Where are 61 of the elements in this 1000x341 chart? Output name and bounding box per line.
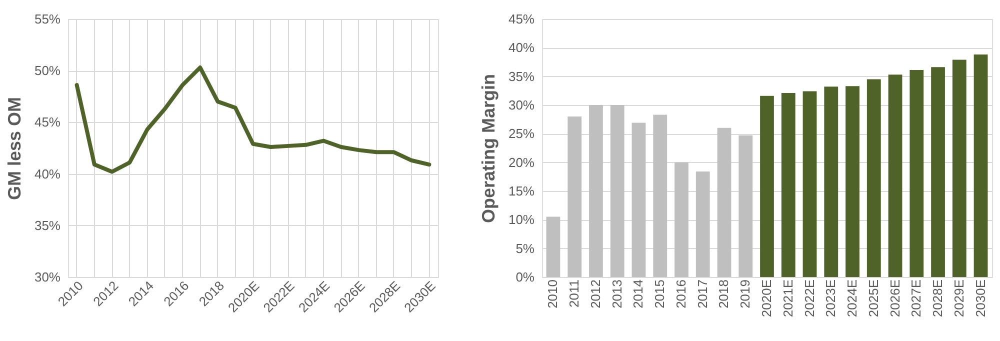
bar bbox=[589, 105, 603, 277]
y-axis-title: GM less OM bbox=[4, 96, 24, 200]
bar bbox=[910, 70, 924, 277]
x-tick-label: 2017 bbox=[694, 280, 710, 308]
bar bbox=[717, 128, 732, 277]
x-tick-label: 2023E bbox=[823, 279, 838, 318]
y-tick-label: 40% bbox=[508, 40, 535, 56]
x-tick-label: 2028E bbox=[930, 279, 946, 318]
x-tick-label: 2013 bbox=[609, 280, 624, 308]
bar bbox=[931, 67, 945, 277]
y-tick-label: 50% bbox=[34, 63, 61, 78]
y-tick-label: 35% bbox=[508, 68, 535, 84]
bar bbox=[974, 54, 988, 277]
y-tick-label: 30% bbox=[34, 270, 61, 284]
bar bbox=[568, 116, 582, 277]
y-tick-label: 55% bbox=[34, 12, 61, 26]
bar bbox=[888, 74, 902, 277]
bar bbox=[653, 114, 668, 277]
y-tick-label: 40% bbox=[34, 166, 61, 182]
y-tick-label: 0% bbox=[516, 270, 535, 284]
x-tick-label: 2021E bbox=[780, 279, 796, 318]
y-tick-label: 15% bbox=[508, 184, 535, 198]
x-tick-label: 2015 bbox=[652, 280, 668, 308]
x-tick-label: 2018 bbox=[716, 280, 732, 308]
x-tick-label: 2025E bbox=[866, 279, 881, 318]
x-tick-label: 2027E bbox=[908, 279, 924, 318]
bar bbox=[952, 60, 966, 277]
x-tick-label: 2026E bbox=[887, 279, 902, 318]
x-tick-label: 2020E bbox=[759, 279, 774, 318]
x-tick-label: 2012 bbox=[588, 280, 603, 308]
bar bbox=[781, 92, 796, 277]
bar bbox=[610, 105, 624, 277]
y-tick-label: 10% bbox=[508, 212, 535, 228]
y-tick-label: 30% bbox=[508, 98, 535, 112]
y-tick-label: 5% bbox=[516, 240, 535, 256]
y-tick-label: 45% bbox=[508, 12, 535, 26]
x-tick-label: 2029E bbox=[951, 279, 966, 318]
y-tick-label: 25% bbox=[508, 126, 535, 142]
x-tick-label: 2030E bbox=[972, 279, 988, 318]
x-tick-label: 2024E bbox=[844, 279, 860, 318]
bar bbox=[738, 135, 753, 277]
y-tick-label: 35% bbox=[34, 218, 61, 233]
x-tick-label: 2011 bbox=[566, 280, 582, 308]
bar bbox=[866, 79, 881, 277]
line-series bbox=[74, 66, 432, 174]
bar bbox=[546, 216, 560, 277]
bar bbox=[824, 86, 838, 277]
bar bbox=[846, 86, 860, 277]
y-tick-label: 20% bbox=[508, 154, 535, 170]
bar bbox=[674, 162, 688, 277]
x-tick-label: 2022E bbox=[802, 279, 817, 318]
x-tick-label: 2014 bbox=[630, 280, 646, 308]
y-tick-label: 45% bbox=[34, 114, 61, 130]
bar bbox=[760, 96, 774, 277]
bar bbox=[696, 172, 710, 277]
x-tick-label: 2016 bbox=[673, 280, 688, 308]
x-tick-label: 2019 bbox=[738, 280, 753, 308]
bar bbox=[802, 91, 817, 277]
x-tick-label: 2010 bbox=[545, 280, 560, 308]
bar bbox=[632, 122, 646, 277]
y-axis-title: Operating Margin bbox=[478, 74, 498, 224]
